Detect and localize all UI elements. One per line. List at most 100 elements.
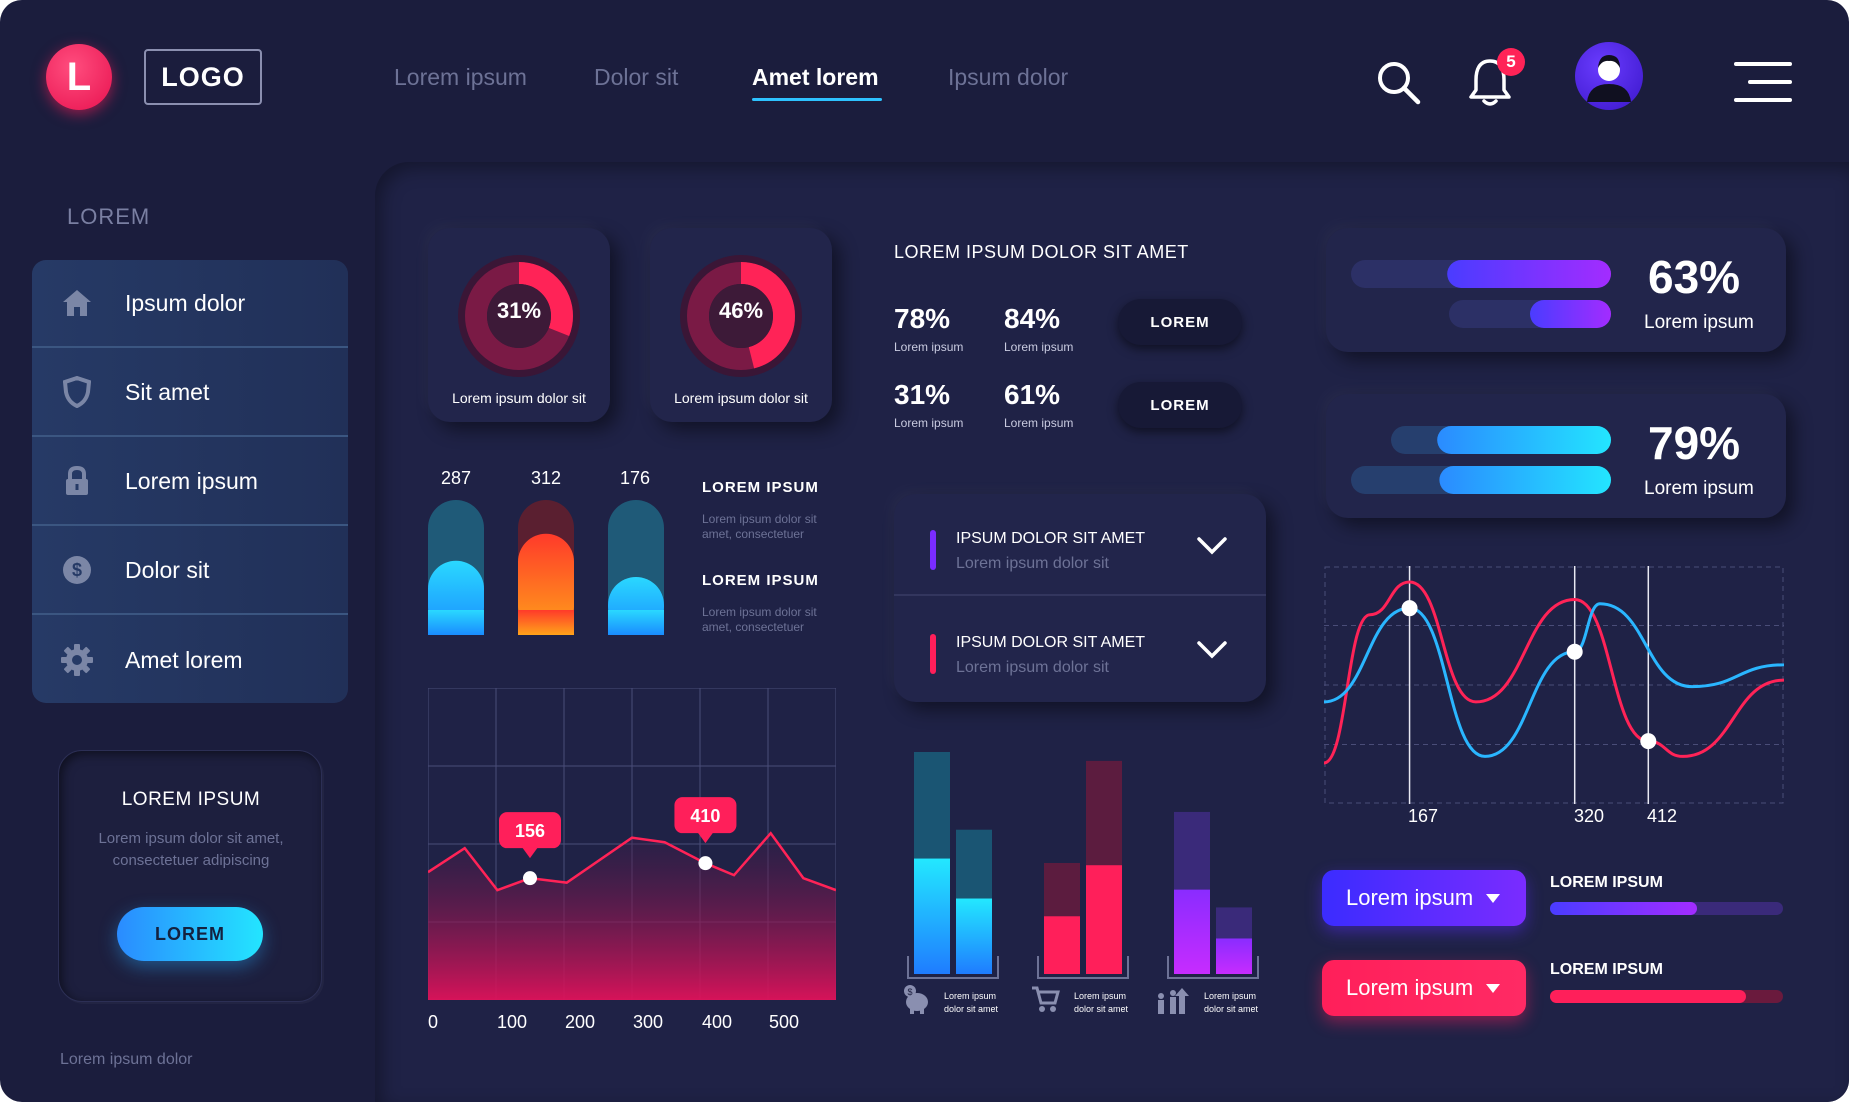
stat-label: Lorem ipsum: [894, 416, 964, 430]
accordion: IPSUM DOLOR SIT AMET Lorem ipsum dolor s…: [894, 494, 1266, 702]
area-x-tick: 400: [702, 1012, 733, 1032]
accordion-item-2[interactable]: IPSUM DOLOR SIT AMET Lorem ipsum dolor s…: [894, 598, 1266, 700]
bar-group-caption: Lorem ipsum dolor sit amet: [1204, 991, 1259, 1014]
gear-icon: [60, 643, 94, 677]
nav-item-1[interactable]: Lorem ipsum: [394, 64, 527, 90]
donut-chart-2: [680, 255, 802, 377]
sidebar-item-lorem-ipsum[interactable]: Lorem ipsum: [32, 438, 348, 526]
sidebar-item-dolor-sit[interactable]: $ Dolor sit: [32, 527, 348, 615]
progress-value-2: 79%: [1648, 417, 1741, 469]
bar: [956, 898, 992, 974]
bar-group-bracket: [1167, 956, 1259, 979]
stat-label: Lorem ipsum: [894, 340, 964, 354]
promo-button[interactable]: LOREM: [117, 907, 263, 961]
dropdown-label: Lorem ipsum: [1346, 885, 1474, 910]
mini-bar-value-2: 312: [531, 468, 562, 488]
progress-card-2: 79% Lorem ipsum: [1326, 394, 1786, 518]
mini-bar-base: [608, 610, 664, 635]
data-point[interactable]: [698, 856, 713, 871]
mini-bar-chart: [428, 500, 664, 635]
stat-label: Lorem ipsum: [1004, 340, 1074, 354]
home-icon: [60, 286, 94, 320]
piggy-bank-icon: $: [904, 985, 928, 1014]
data-point[interactable]: [1640, 733, 1657, 750]
sidebar-item-ipsum-dolor[interactable]: Ipsum dolor: [32, 260, 348, 348]
sidebar-item-amet-lorem[interactable]: Amet lorem: [32, 616, 348, 703]
callout-label: 156: [515, 821, 545, 841]
nav-item-3-active[interactable]: Amet lorem: [752, 64, 879, 90]
accordion-item-1[interactable]: IPSUM DOLOR SIT AMET Lorem ipsum dolor s…: [894, 494, 1266, 596]
stat-value: 78%: [894, 303, 951, 334]
nav-active-underline: [752, 98, 882, 101]
bar: [1044, 916, 1080, 974]
chevron-down-icon[interactable]: [1196, 534, 1228, 558]
bar-group-caption: Lorem ipsum dolor sit amet: [1074, 991, 1129, 1014]
waves-line-chart: [1324, 566, 1784, 804]
mini-block-text-1: Lorem ipsum dolor sit amet, consectetuer: [702, 512, 817, 541]
logo-mark[interactable]: L: [46, 44, 112, 110]
data-point[interactable]: [1566, 643, 1583, 660]
mini-bar-value-1: 287: [441, 468, 472, 488]
bar: [914, 858, 950, 974]
mini-progress-fill-2: [1550, 990, 1746, 1003]
accordion-marker: [930, 634, 936, 674]
callout-pointer: [522, 847, 538, 859]
svg-text:$: $: [72, 560, 82, 580]
waves-x-tick: 412: [1647, 806, 1678, 826]
area-x-tick: 200: [565, 1012, 596, 1032]
logo-text[interactable]: LOGO: [144, 49, 262, 105]
area-line-chart: 156 410: [428, 688, 836, 1000]
sidebar-item-sit-amet[interactable]: Sit amet: [32, 349, 348, 437]
caret-down-icon: [1486, 894, 1500, 903]
accordion-title: IPSUM DOLOR SIT AMET: [956, 530, 1146, 547]
user-icon: [1587, 55, 1631, 102]
waves-x-tick: 320: [1574, 806, 1605, 826]
progress-label-1: Lorem ipsum: [1644, 312, 1754, 333]
caret-down-icon: [1486, 984, 1500, 993]
mini-block-text-2: Lorem ipsum dolor sit amet, consectetuer: [702, 605, 817, 634]
donut-label-1: Lorem ipsum dolor sit: [452, 390, 586, 406]
area-x-tick: 300: [633, 1012, 664, 1032]
progress-bars-1: [1351, 260, 1611, 328]
grouped-bar-chart: [907, 752, 1259, 979]
stat-button-1[interactable]: LOREM: [1118, 299, 1242, 345]
dropdown-1[interactable]: Lorem ipsum: [1322, 870, 1526, 926]
menu-icon[interactable]: [1734, 60, 1792, 104]
sidebar-item-label: Ipsum dolor: [125, 289, 246, 316]
mini-progress-title-2: LOREM IPSUM: [1550, 961, 1663, 978]
stats-title: LOREM IPSUM DOLOR SIT AMET: [894, 242, 1189, 262]
sidebar-item-label: Sit amet: [125, 378, 210, 405]
footer-text: Lorem ipsum dolor: [60, 1051, 193, 1068]
mini-progress-title-1: LOREM IPSUM: [1550, 874, 1663, 891]
area-x-tick: 500: [769, 1012, 800, 1032]
stat-button-2[interactable]: LOREM: [1118, 382, 1242, 428]
data-point[interactable]: [523, 871, 537, 886]
nav-item-2[interactable]: Dolor sit: [594, 64, 679, 90]
stat-value: 84%: [1004, 303, 1061, 334]
sidebar-item-label: Amet lorem: [125, 646, 243, 673]
donut-value-1: 31%: [496, 298, 542, 323]
mini-block-title-2: LOREM IPSUM: [702, 572, 819, 589]
accordion-subtitle: Lorem ipsum dolor sit: [956, 555, 1109, 572]
mini-progress-track-1: [1550, 902, 1783, 915]
data-point[interactable]: [1401, 600, 1418, 617]
stat-label: Lorem ipsum: [1004, 416, 1074, 430]
donut-card-2: 46% Lorem ipsum dolor sit: [650, 228, 832, 422]
svg-text:$: $: [907, 987, 912, 997]
nav-item-4[interactable]: Ipsum dolor: [948, 64, 1069, 90]
stat-value: 31%: [894, 379, 951, 410]
progress-label-2: Lorem ipsum: [1644, 478, 1754, 499]
accordion-subtitle: Lorem ipsum dolor sit: [956, 659, 1109, 676]
chevron-down-icon[interactable]: [1196, 638, 1228, 662]
donut-label-2: Lorem ipsum dolor sit: [674, 390, 808, 406]
bar-group-caption: Lorem ipsum dolor sit amet: [944, 991, 999, 1014]
callout-label: 410: [690, 806, 720, 826]
search-icon[interactable]: [1372, 56, 1424, 108]
accordion-marker: [930, 530, 936, 570]
cart-icon: [1032, 986, 1060, 1012]
dropdown-2[interactable]: Lorem ipsum: [1322, 960, 1526, 1016]
avatar[interactable]: [1575, 42, 1643, 110]
bar: [1216, 938, 1252, 974]
donut-card-1: 31% Lorem ipsum dolor sit: [428, 228, 610, 422]
